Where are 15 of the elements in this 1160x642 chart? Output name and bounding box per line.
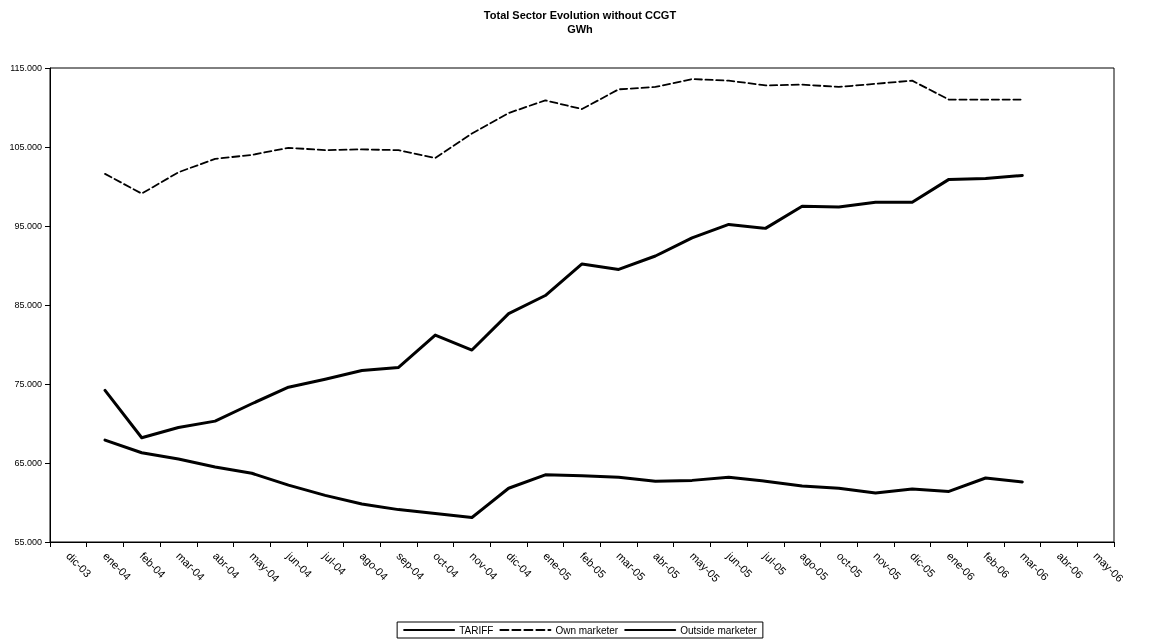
y-tick-label: 95.000 xyxy=(14,221,42,231)
chart-subtitle: GWh xyxy=(567,22,594,35)
line-series xyxy=(104,78,1024,195)
chart-title: Total Sector Evolution without CCGT xyxy=(483,8,677,21)
line-series xyxy=(103,438,1024,520)
y-tick-label: 65.000 xyxy=(14,458,42,468)
legend-label: Outside marketer xyxy=(680,624,758,636)
line-series xyxy=(103,173,1024,440)
y-tick-label: 75.000 xyxy=(14,379,42,389)
y-tick-label: 85.000 xyxy=(14,300,42,310)
y-tick-label: 115.000 xyxy=(10,63,42,73)
legend-label: TARIFF xyxy=(459,624,494,636)
y-tick-label: 105.000 xyxy=(9,142,42,152)
legend-label: Own marketer xyxy=(555,624,619,636)
y-tick-label: 55.000 xyxy=(14,537,42,547)
